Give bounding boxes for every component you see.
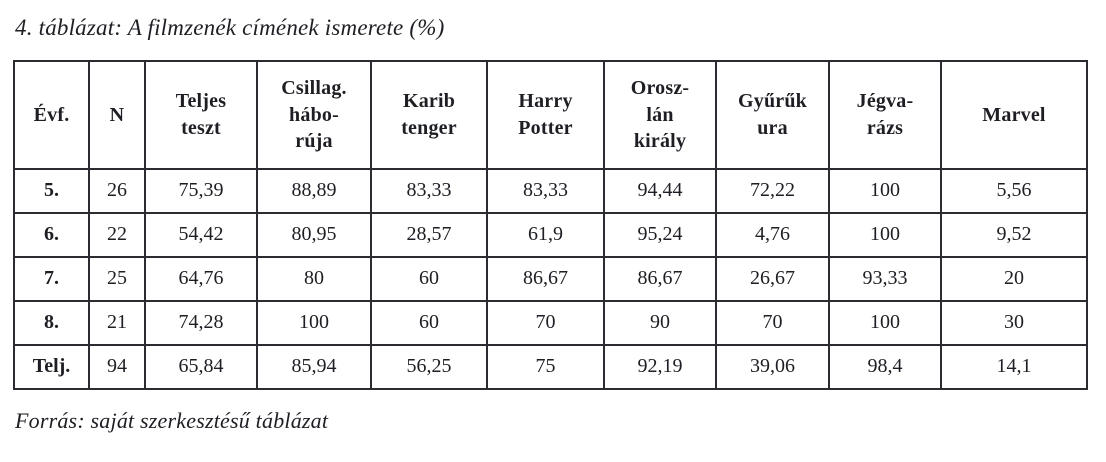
table-cell: 80,95 bbox=[256, 211, 372, 258]
table-cell: 86,67 bbox=[603, 255, 717, 302]
table-cell: 9,52 bbox=[940, 211, 1088, 258]
data-table: Évf. N Teljes teszt Csillag. hábo- rúja … bbox=[13, 59, 1088, 390]
row-label: 8. bbox=[13, 299, 90, 346]
table-cell: 25 bbox=[88, 255, 146, 302]
column-header-gyuruk-ura: Gyűrűk ura bbox=[715, 59, 830, 170]
column-header-harry-potter: Harry Potter bbox=[486, 59, 605, 170]
table-cell: 60 bbox=[370, 255, 488, 302]
table-cell: 92,19 bbox=[603, 343, 717, 390]
table-cell: 28,57 bbox=[370, 211, 488, 258]
header-row: Évf. N Teljes teszt Csillag. hábo- rúja … bbox=[13, 59, 1088, 170]
table-cell: 72,22 bbox=[715, 167, 830, 214]
column-header-jegvarazs: Jégva- rázs bbox=[828, 59, 942, 170]
table-cell: 14,1 bbox=[940, 343, 1088, 390]
table-cell: 26,67 bbox=[715, 255, 830, 302]
table-row-total: Telj. 94 65,84 85,94 56,25 75 92,19 39,0… bbox=[13, 343, 1088, 390]
table-cell: 70 bbox=[486, 299, 605, 346]
table-row-grade-7: 7. 25 64,76 80 60 86,67 86,67 26,67 93,3… bbox=[13, 255, 1088, 302]
table-cell: 100 bbox=[828, 299, 942, 346]
column-header-csillagok-haboruja: Csillag. hábo- rúja bbox=[256, 59, 372, 170]
table-cell: 30 bbox=[940, 299, 1088, 346]
column-header-karib-tenger: Karib tenger bbox=[370, 59, 488, 170]
table-cell: 70 bbox=[715, 299, 830, 346]
table-row-grade-8: 8. 21 74,28 100 60 70 90 70 100 30 bbox=[13, 299, 1088, 346]
column-header-n: N bbox=[88, 59, 146, 170]
table-cell: 83,33 bbox=[370, 167, 488, 214]
table-cell: 60 bbox=[370, 299, 488, 346]
table-cell: 65,84 bbox=[144, 343, 258, 390]
row-label: 5. bbox=[13, 167, 90, 214]
table-cell: 90 bbox=[603, 299, 717, 346]
table-cell: 75 bbox=[486, 343, 605, 390]
table-cell: 85,94 bbox=[256, 343, 372, 390]
row-label: 7. bbox=[13, 255, 90, 302]
table-cell: 100 bbox=[828, 167, 942, 214]
source-note: Forrás: saját szerkesztésű táblázat bbox=[15, 407, 329, 433]
table-cell: 61,9 bbox=[486, 211, 605, 258]
table-row-grade-6: 6. 22 54,42 80,95 28,57 61,9 95,24 4,76 … bbox=[13, 211, 1088, 258]
table-cell: 22 bbox=[88, 211, 146, 258]
column-header-oroszlan-kiraly: Orosz- lán király bbox=[603, 59, 717, 170]
column-header-teljes-teszt: Teljes teszt bbox=[144, 59, 258, 170]
table-cell: 80 bbox=[256, 255, 372, 302]
column-header-evfolyam: Évf. bbox=[13, 59, 90, 170]
table-cell: 75,39 bbox=[144, 167, 258, 214]
table-cell: 20 bbox=[940, 255, 1088, 302]
table-cell: 74,28 bbox=[144, 299, 258, 346]
table-cell: 5,56 bbox=[940, 167, 1088, 214]
table-cell: 39,06 bbox=[715, 343, 830, 390]
table-cell: 95,24 bbox=[603, 211, 717, 258]
row-label: Telj. bbox=[13, 343, 90, 390]
row-label: 6. bbox=[13, 211, 90, 258]
table-cell: 4,76 bbox=[715, 211, 830, 258]
table-caption: 4. táblázat: A filmzenék címének ismeret… bbox=[15, 15, 445, 40]
table-cell: 86,67 bbox=[486, 255, 605, 302]
table-cell: 54,42 bbox=[144, 211, 258, 258]
table-cell: 98,4 bbox=[828, 343, 942, 390]
table-cell: 83,33 bbox=[486, 167, 605, 214]
table-cell: 100 bbox=[256, 299, 372, 346]
table-cell: 21 bbox=[88, 299, 146, 346]
page: 4. táblázat: A filmzenék címének ismeret… bbox=[13, 15, 1088, 433]
table-cell: 64,76 bbox=[144, 255, 258, 302]
table-cell: 94,44 bbox=[603, 167, 717, 214]
column-header-marvel: Marvel bbox=[940, 59, 1088, 170]
table-cell: 93,33 bbox=[828, 255, 942, 302]
table-cell: 100 bbox=[828, 211, 942, 258]
table-row-grade-5: 5. 26 75,39 88,89 83,33 83,33 94,44 72,2… bbox=[13, 167, 1088, 214]
table-cell: 94 bbox=[88, 343, 146, 390]
table-cell: 26 bbox=[88, 167, 146, 214]
table-cell: 88,89 bbox=[256, 167, 372, 214]
table-cell: 56,25 bbox=[370, 343, 488, 390]
